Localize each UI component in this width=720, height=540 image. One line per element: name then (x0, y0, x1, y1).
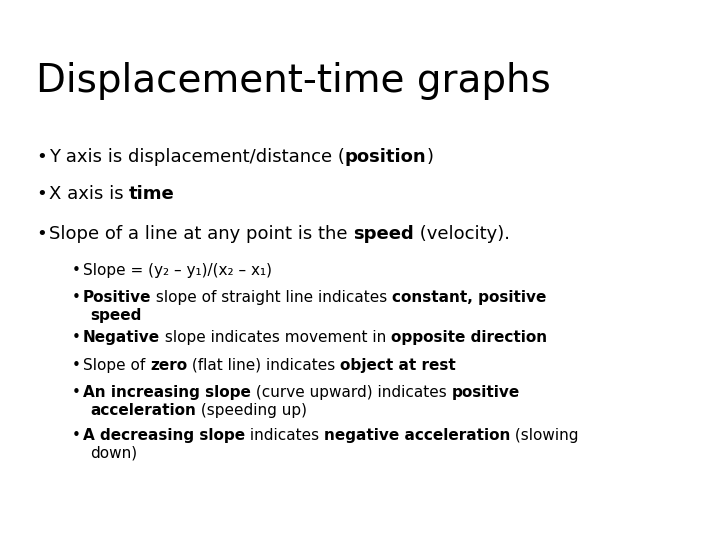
Text: (curve upward) indicates: (curve upward) indicates (251, 385, 451, 400)
Text: •: • (36, 225, 47, 243)
Text: position: position (345, 148, 426, 166)
Text: •: • (72, 358, 81, 373)
Text: Negative: Negative (83, 330, 160, 345)
Text: (velocity).: (velocity). (414, 225, 510, 243)
Text: •: • (72, 428, 81, 443)
Text: opposite direction: opposite direction (391, 330, 547, 345)
Text: •: • (72, 330, 81, 345)
Text: •: • (72, 385, 81, 400)
Text: slope of straight line indicates: slope of straight line indicates (151, 290, 392, 305)
Text: Displacement-time graphs: Displacement-time graphs (36, 62, 551, 100)
Text: (speeding up): (speeding up) (196, 403, 307, 418)
Text: acceleration: acceleration (90, 403, 196, 418)
Text: Slope = (y₂ – y₁)/(x₂ – x₁): Slope = (y₂ – y₁)/(x₂ – x₁) (83, 263, 272, 278)
Text: zero: zero (150, 358, 187, 373)
Text: X axis is: X axis is (49, 185, 129, 203)
Text: constant, positive: constant, positive (392, 290, 547, 305)
Text: negative acceleration: negative acceleration (324, 428, 510, 443)
Text: •: • (72, 290, 81, 305)
Text: speed: speed (353, 225, 414, 243)
Text: indicates: indicates (245, 428, 324, 443)
Text: •: • (36, 185, 47, 203)
Text: down): down) (90, 446, 137, 461)
Text: object at rest: object at rest (341, 358, 456, 373)
Text: Slope of: Slope of (83, 358, 150, 373)
Text: (slowing: (slowing (510, 428, 579, 443)
Text: An increasing slope: An increasing slope (83, 385, 251, 400)
Text: speed: speed (90, 308, 141, 323)
Text: Y axis is displacement/distance (: Y axis is displacement/distance ( (49, 148, 345, 166)
Text: Slope of a line at any point is the: Slope of a line at any point is the (49, 225, 353, 243)
Text: ): ) (426, 148, 433, 166)
Text: Positive: Positive (83, 290, 151, 305)
Text: (flat line) indicates: (flat line) indicates (187, 358, 341, 373)
Text: •: • (72, 263, 81, 278)
Text: positive: positive (451, 385, 520, 400)
Text: •: • (36, 148, 47, 166)
Text: slope indicates movement in: slope indicates movement in (160, 330, 391, 345)
Text: time: time (129, 185, 175, 203)
Text: A decreasing slope: A decreasing slope (83, 428, 245, 443)
